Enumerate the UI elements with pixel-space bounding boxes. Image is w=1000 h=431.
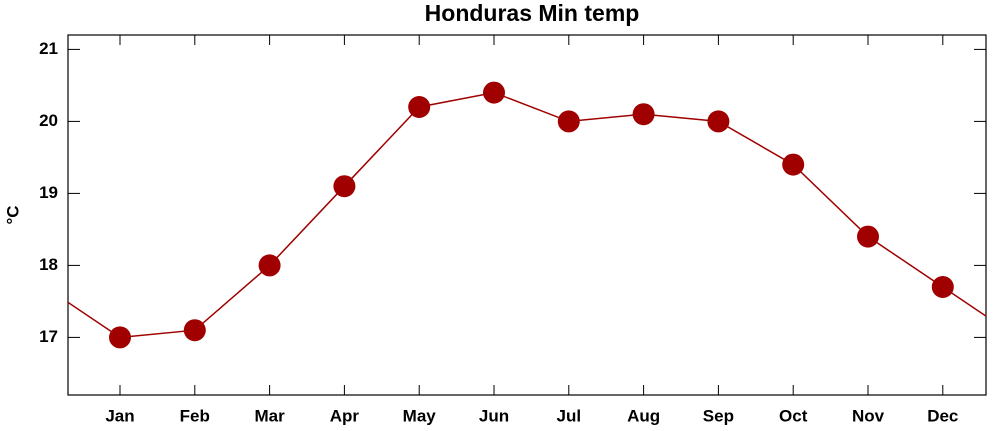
data-point (408, 96, 431, 118)
x-tick-label: Dec (927, 406, 958, 425)
data-point (632, 103, 655, 126)
x-tick-label: Jun (479, 406, 509, 425)
y-tick-label: 21 (39, 39, 58, 58)
chart-title: Honduras Min temp (425, 0, 640, 26)
y-axis-label: °C (3, 205, 22, 224)
y-tick-label: 17 (39, 327, 58, 346)
x-tick-label: Jan (105, 406, 134, 425)
data-point (183, 319, 206, 342)
x-tick-label: Jul (557, 406, 582, 425)
y-tick-label: 20 (39, 111, 58, 130)
plot-area (68, 81, 986, 349)
wrap-segment (942, 286, 986, 318)
data-point (333, 175, 356, 198)
data-point (258, 254, 281, 277)
data-point (483, 81, 505, 104)
x-tick-label: May (403, 406, 437, 425)
x-tick-label: Nov (852, 406, 885, 425)
x-tick-label: Sep (703, 406, 734, 425)
x-tick-label: Aug (627, 406, 660, 425)
data-point (782, 153, 805, 176)
data-point (857, 225, 879, 248)
y-tick-label: 19 (39, 183, 58, 202)
x-tick-label: Apr (330, 406, 360, 425)
y-tick-label: 18 (39, 255, 58, 274)
data-point (707, 110, 730, 133)
x-tick-label: Mar (254, 406, 285, 425)
plot-frame (67, 34, 987, 396)
x-tick-label: Feb (180, 406, 210, 425)
data-point (109, 326, 131, 349)
data-point (931, 276, 954, 298)
x-tick-label: Oct (779, 406, 808, 425)
data-point (557, 110, 580, 133)
wrap-segment (68, 301, 121, 339)
series-line (119, 91, 944, 339)
